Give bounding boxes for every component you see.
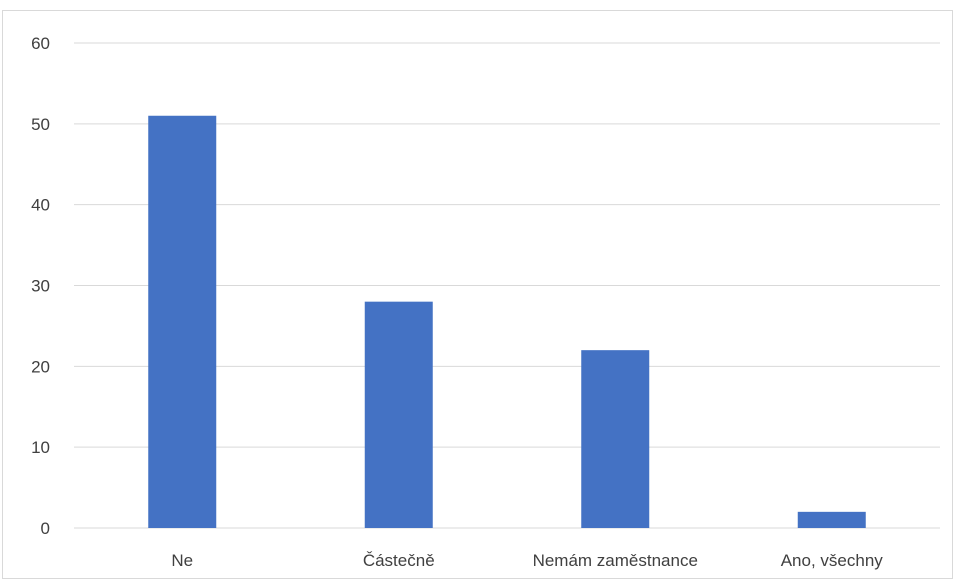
x-category-label: Ne bbox=[171, 551, 193, 570]
bar-4 bbox=[797, 511, 866, 528]
bar-3 bbox=[581, 350, 650, 528]
y-tick-label: 40 bbox=[31, 196, 50, 215]
y-tick-label: 50 bbox=[31, 115, 50, 134]
x-category-label: Ano, všechny bbox=[781, 551, 884, 570]
y-tick-label: 60 bbox=[31, 34, 50, 53]
y-tick-label: 10 bbox=[31, 438, 50, 457]
y-tick-label: 30 bbox=[31, 277, 50, 296]
y-tick-label: 0 bbox=[41, 519, 50, 538]
x-axis-category-labels: Ne Částečně Nemám zaměstnance Ano, všechny bbox=[171, 551, 883, 570]
y-tick-label: 20 bbox=[31, 357, 50, 376]
x-category-label: Částečně bbox=[363, 551, 435, 570]
bars bbox=[148, 115, 866, 528]
gridlines bbox=[74, 42, 940, 529]
bar-1 bbox=[148, 115, 217, 528]
x-category-label: Nemám zaměstnance bbox=[533, 551, 698, 570]
bar-2 bbox=[364, 301, 433, 528]
y-axis-tick-labels: 0 10 20 30 40 50 60 bbox=[31, 34, 50, 538]
